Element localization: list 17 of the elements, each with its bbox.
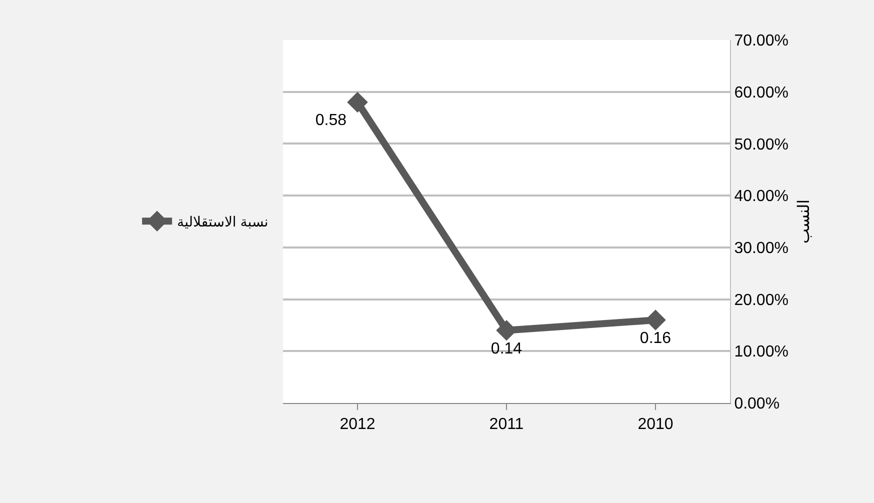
data-label: 0.58 bbox=[315, 112, 347, 130]
y-tick-label: 30.00% bbox=[734, 240, 788, 258]
y-tick-label: 50.00% bbox=[734, 136, 788, 154]
y-tick-label: 0.00% bbox=[734, 396, 780, 413]
y-tick-label: 60.00% bbox=[734, 84, 788, 102]
y-tick-label: 20.00% bbox=[734, 292, 788, 309]
data-label: 0.16 bbox=[640, 330, 672, 348]
x-tick-label: 2010 bbox=[638, 416, 674, 434]
x-tick-label: 2011 bbox=[489, 416, 524, 434]
y-axis-title: النسب bbox=[796, 199, 814, 244]
legend-label: نسبة الاستقلالية bbox=[177, 214, 268, 230]
point bbox=[347, 92, 368, 113]
data-label: 0.14 bbox=[490, 340, 522, 358]
y-tick-label: 70.00% bbox=[734, 32, 788, 50]
y-tick-label: 40.00% bbox=[734, 188, 788, 206]
y-tick-label: 10.00% bbox=[734, 344, 788, 361]
x-tick-label: 2012 bbox=[340, 416, 376, 434]
